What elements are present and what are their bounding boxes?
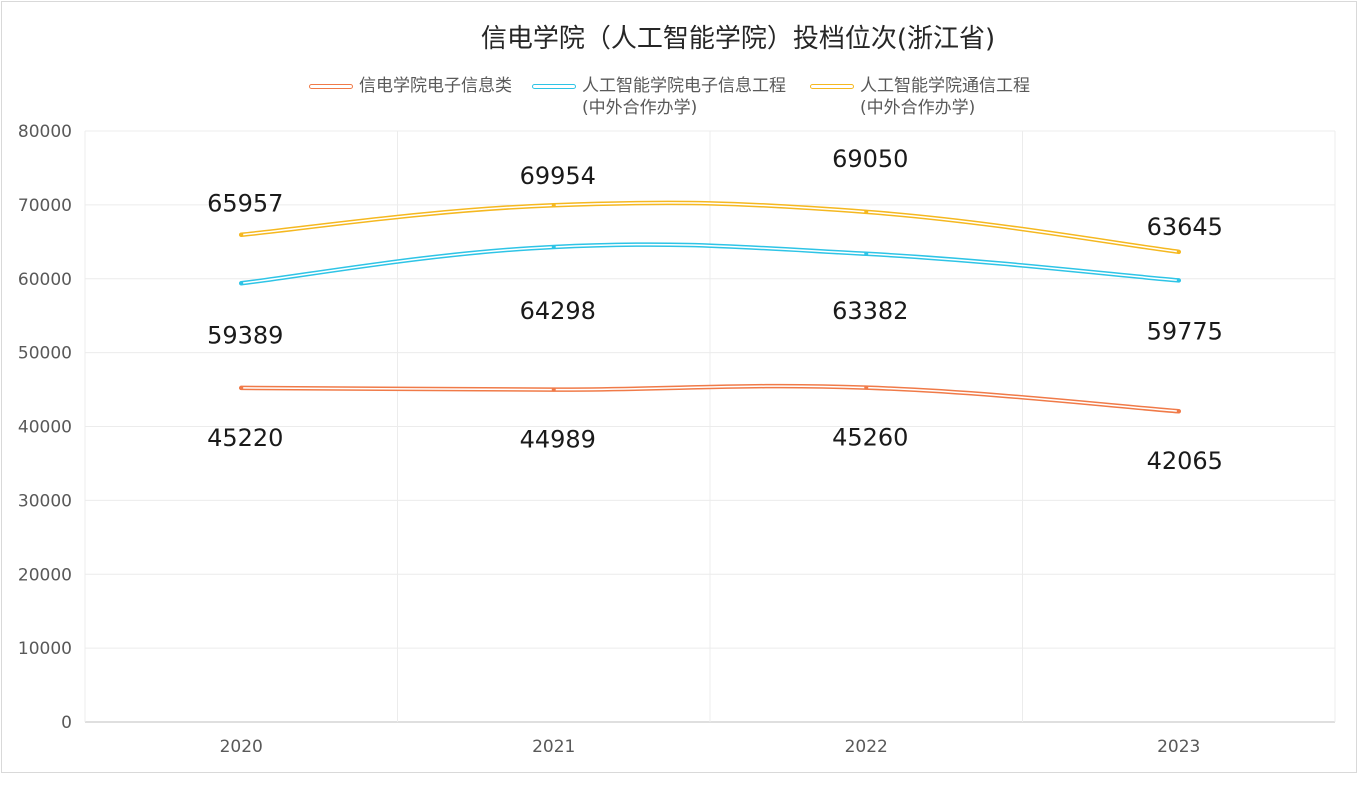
series-2-data-label: 69954: [520, 162, 596, 190]
series-line-2-inner: [240, 202, 1180, 253]
y-tick-label: 60000: [18, 270, 72, 290]
x-tick-label: 2021: [532, 737, 575, 757]
series-0-data-label: 45220: [207, 424, 283, 452]
series-2-data-label: 69050: [832, 145, 908, 173]
legend-label-series-1-line2: (中外合作办学): [582, 98, 698, 118]
legend-label-series-0-line1: 信电学院电子信息类: [359, 76, 512, 96]
series-1-point: [551, 244, 556, 249]
x-tick-label: 2020: [220, 737, 263, 757]
series-1-data-label: 59389: [207, 321, 283, 349]
legend-swatch-series-2: [810, 84, 854, 89]
series-1-data-label: 64298: [520, 297, 596, 325]
series-line-0-inner: [240, 385, 1180, 412]
legend-label-series-2-line1: 人工智能学院通信工程: [860, 76, 1030, 96]
series-line-1-inner: [240, 243, 1180, 285]
series-2-data-label: 65957: [207, 190, 283, 218]
series-2-data-label: 63645: [1147, 213, 1223, 241]
series-1-data-label: 63382: [832, 297, 908, 325]
chart-title: 信电学院（人工智能学院）投档位次(浙江省): [480, 24, 996, 54]
legend-label-series-2-line2: (中外合作办学): [860, 98, 976, 118]
y-tick-label: 40000: [18, 418, 72, 438]
y-tick-label: 0: [61, 713, 72, 733]
legend-swatch-series-1: [532, 84, 576, 89]
series-2-point: [551, 203, 556, 208]
series-1-data-label: 59775: [1147, 317, 1223, 345]
legend-label-series-1-line1: 人工智能学院电子信息工程: [582, 76, 786, 96]
series-0-data-label: 45260: [832, 424, 908, 452]
y-tick-label: 30000: [18, 491, 72, 511]
series-0-point: [551, 387, 556, 392]
y-tick-label: 80000: [18, 122, 72, 142]
y-tick-label: 20000: [18, 565, 72, 585]
series-0-point: [1176, 409, 1181, 414]
series-2-point: [864, 209, 869, 214]
series-0-data-label: 42065: [1147, 447, 1223, 475]
series-0-point: [864, 385, 869, 390]
series-0-point: [239, 385, 244, 390]
legend-label-series-2: 人工智能学院通信工程 (中外合作办学): [860, 75, 1030, 119]
x-tick-label: 2023: [1157, 737, 1200, 757]
series-0-data-label: 44989: [520, 426, 596, 454]
legend-swatch-series-0: [309, 84, 353, 89]
series-2-point: [1176, 249, 1181, 254]
y-tick-label: 10000: [18, 639, 72, 659]
legend-label-series-0: 信电学院电子信息类: [359, 75, 512, 97]
x-tick-label: 2022: [845, 737, 888, 757]
series-1-point: [239, 281, 244, 286]
series-2-point: [239, 232, 244, 237]
legend-label-series-1: 人工智能学院电子信息工程 (中外合作办学): [582, 75, 786, 119]
y-tick-label: 70000: [18, 196, 72, 216]
series-1-point: [864, 251, 869, 256]
series-1-point: [1176, 278, 1181, 283]
y-tick-label: 50000: [18, 344, 72, 364]
